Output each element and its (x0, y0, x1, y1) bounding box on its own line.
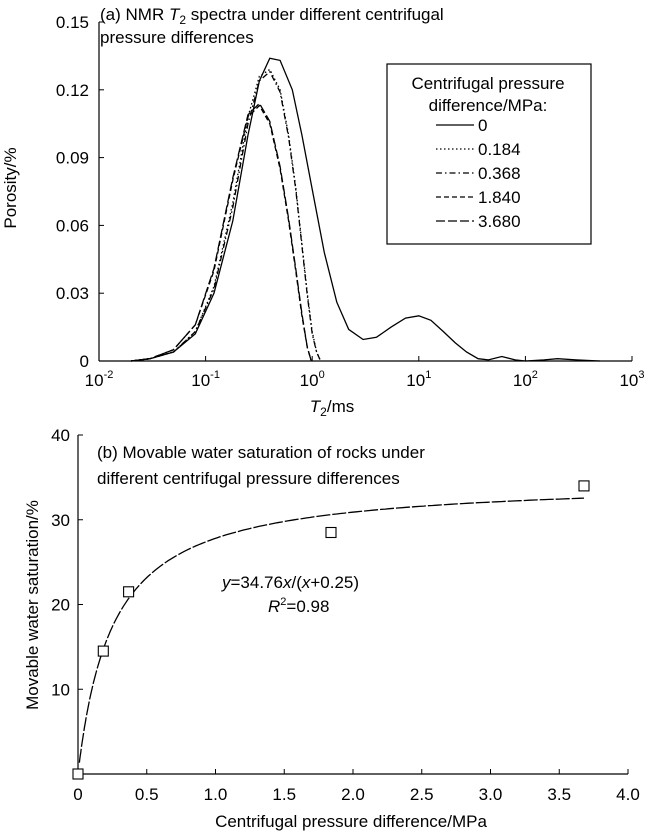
x-tick-label: 103 (619, 369, 644, 390)
panel-a-ticks: 0 0.03 0.06 0.09 0.12 0.15 10-2 10-1 100 101 102 10… (56, 13, 645, 390)
x-tick-label: 1.0 (204, 785, 228, 804)
y-tick-label: 30 (51, 511, 70, 530)
x-tick-label: 101 (406, 369, 431, 390)
panel-b-points (72, 480, 590, 780)
x-tick-label: 0.5 (135, 785, 159, 804)
panel-a-ylabel: Porosity/% (1, 147, 20, 228)
x-tick-label: 1.5 (272, 785, 296, 804)
y-tick-label: 0.12 (56, 81, 89, 100)
x-tick-label: 3.0 (479, 785, 503, 804)
panel-b-fit-curve (78, 497, 585, 763)
panel-b-title-line2: different centrifugal pressure differenc… (97, 469, 400, 488)
x-tick-label: 102 (513, 369, 538, 390)
panel-a-xlabel: T2/ms (310, 397, 354, 419)
legend-entries: 0 0.184 0.368 1.840 3.680 (436, 116, 521, 231)
legend-label: 1.840 (478, 188, 521, 207)
legend-title-line2: difference/MPa: (429, 96, 548, 115)
x-tick-label: 0 (73, 785, 82, 804)
legend-label: 0 (478, 116, 487, 135)
data-point (97, 645, 109, 657)
y-tick-label: 0.03 (56, 284, 89, 303)
fit-r-squared: R2=0.98 (268, 596, 329, 616)
series-line-0 (131, 57, 600, 362)
fit-curve (78, 497, 585, 763)
y-tick-label: 0.06 (56, 216, 89, 235)
panel-a-axes (98, 22, 632, 362)
x-tick-label: 10-1 (191, 369, 220, 390)
data-point (72, 768, 84, 780)
x-tick-label: 100 (300, 369, 325, 390)
legend-label: 3.680 (478, 212, 521, 231)
data-point (578, 480, 590, 492)
y-tick-label: 0.09 (56, 149, 89, 168)
fit-equation: y=34.76x/(x+0.25) (221, 573, 359, 592)
x-tick-label: 2.0 (341, 785, 365, 804)
panel-a-legend: Centrifugal pressure difference/MPa: 0 0.… (386, 63, 592, 245)
legend-label: 0.184 (478, 140, 521, 159)
panel-a-series (131, 57, 600, 362)
legend-title-line1: Centrifugal pressure (411, 74, 564, 93)
data-point (123, 586, 135, 598)
panel-b-xlabel: Centrifugal pressure difference/MPa (215, 812, 487, 831)
series-line-0.184 (131, 68, 322, 362)
panel-b-movable-water: 10 20 30 40 0 0.5 1.0 1.5 2.0 2.5 3.0 3.5 4.0 (b) Mo… (23, 426, 640, 831)
series-line-0.368 (131, 70, 322, 362)
panel-a-title-line1: (a) NMR T2 spectra under different centr… (100, 5, 444, 27)
legend-label: 0.368 (478, 164, 521, 183)
panel-b-title-line1: (b) Movable water saturation of rocks un… (97, 443, 425, 462)
y-tick-label: 40 (51, 426, 70, 445)
y-tick-label: 0 (80, 352, 89, 371)
panel-b-ylabel: Movable water saturation/% (23, 500, 42, 710)
series-line-3.680 (131, 102, 312, 362)
data-point (325, 526, 337, 539)
x-tick-label: 3.5 (547, 785, 571, 804)
y-tick-label: 10 (51, 680, 70, 699)
panel-b-ticks: 10 20 30 40 0 0.5 1.0 1.5 2.0 2.5 3.0 3.5 4.0 (51, 426, 640, 804)
legend-box (386, 63, 592, 245)
x-tick-label: 4.0 (616, 785, 640, 804)
panel-a-nmr-spectra: 0 0.03 0.06 0.09 0.12 0.15 10-2 10-1 100 101 102 10… (1, 5, 645, 419)
x-tick-label: 10-2 (85, 369, 114, 390)
y-tick-label: 0.15 (56, 13, 89, 32)
panel-a-title-line2: pressure differences (100, 28, 254, 47)
x-tick-label: 2.5 (410, 785, 434, 804)
y-tick-label: 20 (51, 596, 70, 615)
